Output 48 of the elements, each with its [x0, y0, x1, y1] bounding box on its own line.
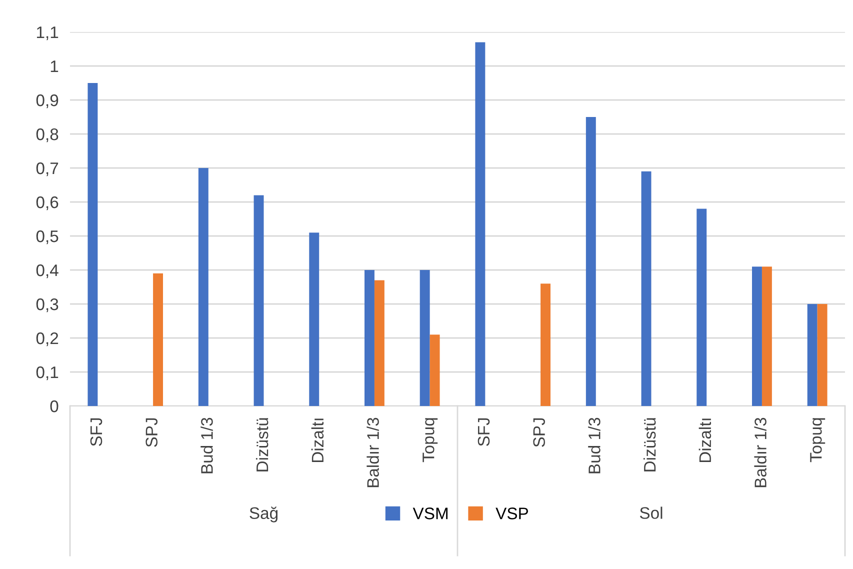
bar [752, 266, 762, 406]
bar [762, 266, 772, 406]
x-tick-label: SFJ [478, 418, 490, 446]
x-tick-label: SFJ [90, 418, 102, 446]
x-tick-label: Bud 1/3 [200, 418, 213, 474]
x-tick-label: SPJ [533, 418, 546, 447]
bar [475, 42, 486, 406]
y-tick-label: 0 [50, 400, 58, 412]
x-tick-label: Topuq [810, 418, 826, 462]
y-tick-label: 0,6 [36, 196, 58, 210]
x-tick-label: SPJ [146, 418, 158, 447]
x-tick-label: Dizüstü [643, 418, 656, 472]
bar [586, 117, 596, 406]
x-tick-label: Dizüstü [256, 418, 268, 472]
bar [430, 334, 440, 406]
bar [641, 171, 652, 406]
legend-label: VSM [412, 508, 448, 520]
y-tick-label: 0,2 [36, 332, 58, 346]
x-tick-label: Bud 1/3 [588, 418, 600, 474]
bar [88, 83, 98, 406]
bar [364, 270, 374, 406]
bar [540, 284, 550, 406]
y-tick-label: 0,3 [36, 298, 58, 312]
y-tick-label: 0,4 [36, 264, 58, 278]
bar [254, 195, 264, 406]
text: Sol [640, 506, 662, 519]
y-tick-label: 1 [50, 60, 58, 72]
y-tick-label: 0,9 [36, 94, 58, 108]
y-tick-label: 0,7 [36, 162, 58, 176]
legend-label: VSP [496, 508, 528, 520]
bar [198, 168, 208, 406]
x-tick-label: Baldır 1/3 [366, 418, 379, 488]
bar [420, 270, 430, 406]
x-tick-label: Dizaltı [698, 418, 712, 462]
bar [153, 273, 163, 406]
bar [817, 304, 828, 406]
y-tick-label: 0,1 [36, 366, 58, 380]
text: Sağ [250, 506, 278, 522]
y-tick-label: 0,8 [36, 128, 58, 142]
x-tick-label: Baldır 1/3 [754, 418, 766, 488]
bar [696, 208, 707, 406]
y-tick-label: 1,1 [36, 26, 58, 40]
x-tick-label: Topuq [422, 418, 438, 462]
bar [807, 304, 818, 406]
bar [309, 232, 320, 406]
x-tick-label: Dizaltı [311, 418, 324, 462]
bar [374, 280, 384, 406]
y-tick-label: 0,5 [36, 230, 58, 244]
